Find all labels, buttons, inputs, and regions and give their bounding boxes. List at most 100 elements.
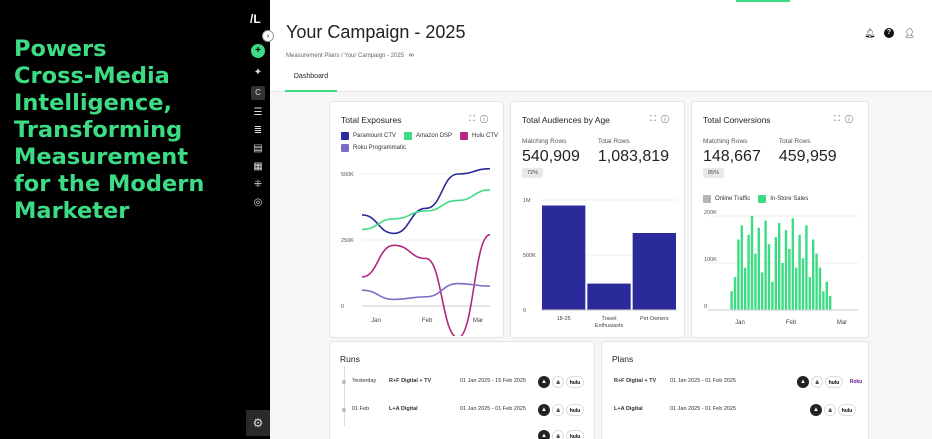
bar: [767, 244, 771, 310]
x-tick-label: Jan: [371, 318, 381, 324]
exposures-card: Total Exposures ⛶ⓘ Paramount CTV Amazon …: [329, 101, 504, 338]
legend-swatch: [460, 132, 469, 140]
breadcrumb-parent[interactable]: Measurement Plans: [286, 53, 340, 59]
bar: [632, 233, 676, 310]
breadcrumb: Measurement Plans / Your Campaign - 2025…: [286, 52, 414, 59]
amazon-logo-icon: a: [811, 376, 823, 388]
x-tick-label: Pet Owners: [640, 316, 669, 322]
roku-logo-icon: Roku: [845, 376, 867, 388]
sparkle-icon[interactable]: ✦: [253, 67, 263, 78]
breadcrumb-separator: /: [341, 53, 343, 59]
nodes-icon[interactable]: ⁜: [253, 179, 263, 190]
amazon-logo-icon: a: [824, 404, 836, 416]
metric-matching: Matching Rows 148,667: [703, 138, 761, 166]
conversions-card: Total Conversions ⛶ⓘ Matching Rows 148,66…: [691, 101, 869, 338]
top-accent-bar: [736, 0, 790, 2]
legend-swatch: [341, 144, 349, 152]
stack-icon[interactable]: ≣: [253, 125, 263, 136]
plan-row[interactable]: R+F Digital + TV 01 Jan 2025 - 01 Feb 20…: [614, 376, 867, 390]
hero-line: Powers: [14, 36, 107, 62]
help-icon[interactable]: ?: [884, 28, 894, 38]
bar: [788, 248, 791, 310]
legend-item[interactable]: Online Traffic: [703, 195, 750, 203]
run-row[interactable]: ▲ a hulu: [342, 430, 592, 439]
legend-label: Online Traffic: [715, 196, 751, 202]
plus-icon[interactable]: +: [251, 44, 265, 58]
plan-row[interactable]: L+A Digital 01 Jan 2025 - 01 Feb 2025 ▲ …: [614, 404, 864, 418]
collapse-sidebar-button[interactable]: ›: [262, 30, 274, 42]
target-icon[interactable]: ◎: [253, 197, 263, 208]
metric-value: 1,083,819: [597, 148, 670, 165]
expand-icon[interactable]: ⛶: [834, 114, 845, 123]
x-tick-label: Jan: [735, 320, 745, 326]
document-icon[interactable]: ▤: [253, 143, 263, 154]
runs-card: Runs Yesterday R+F Digital + TV 01 Jan 2…: [329, 341, 595, 439]
bell-icon[interactable]: 🔔︎: [864, 28, 876, 38]
x-tick-label: Mar: [473, 318, 483, 324]
percent-badge: 85%: [703, 168, 725, 178]
bar: [818, 267, 822, 310]
info-icon[interactable]: ⓘ: [479, 114, 493, 123]
card-title: Total Audiences by Age: [522, 115, 610, 125]
bar: [808, 277, 811, 310]
bar: [757, 227, 760, 310]
legend-item[interactable]: Paramount CTV: [341, 132, 396, 140]
list-icon[interactable]: ☰: [253, 107, 263, 118]
header-actions: 🔔︎ ? 👤︎: [864, 28, 916, 38]
bar: [764, 220, 767, 310]
timeline-dot: [342, 408, 346, 412]
run-row[interactable]: 01 Feb L+A Digital 01 Jan 2025 - 01 Feb …: [342, 404, 592, 418]
bar: [825, 281, 828, 310]
user-icon[interactable]: 👤︎: [904, 28, 916, 38]
hulu-logo-icon: hulu: [566, 404, 584, 416]
legend-item[interactable]: Roku Programmatic: [341, 144, 406, 152]
brand-logo[interactable]: /L: [250, 12, 261, 26]
legend-item[interactable]: Hulu CTV: [460, 132, 498, 140]
bar: [542, 205, 586, 310]
run-channel-logos: ▲ a hulu: [538, 376, 584, 388]
y-tick-label: 0: [523, 308, 526, 314]
expand-icon[interactable]: ⛶: [650, 114, 661, 123]
legend-item[interactable]: Amazon DSP: [404, 132, 452, 140]
run-name: L+A Digital: [389, 406, 418, 412]
bar: [744, 267, 747, 310]
info-icon[interactable]: ⓘ: [660, 114, 674, 123]
bar: [771, 281, 774, 310]
paramount-logo-icon: ▲: [538, 404, 550, 416]
nav-rail: /L + ✦ C ☰ ≣ ▤ ▦ ⁜ ◎ ⚙: [246, 0, 270, 439]
legend-swatch: [341, 132, 349, 140]
bar: [801, 258, 805, 310]
metric-label: Total Rows: [597, 138, 630, 145]
expand-icon[interactable]: ⛶: [469, 114, 480, 123]
amazon-logo-icon: a: [552, 376, 564, 388]
grid-icon[interactable]: ▦: [253, 161, 263, 172]
c-icon[interactable]: C: [251, 86, 265, 100]
metric-value: 148,667: [703, 148, 761, 165]
legend-label: Amazon DSP: [416, 133, 453, 139]
card-title: Total Exposures: [341, 115, 402, 125]
bar: [587, 283, 631, 310]
legend-item[interactable]: In-Store Sales: [758, 195, 808, 203]
bar: [781, 263, 784, 310]
plan-name: R+F Digital + TV: [614, 378, 657, 384]
series-line: [361, 189, 491, 231]
link-icon[interactable]: ∞: [408, 52, 414, 59]
run-row[interactable]: Yesterday R+F Digital + TV 01 Jan 2025 -…: [342, 376, 592, 390]
metric-matching: Matching Rows 540,909: [522, 138, 580, 166]
gear-icon[interactable]: ⚙: [246, 410, 270, 436]
tab-dashboard[interactable]: Dashboard: [285, 66, 337, 92]
metrics: Matching Rows 540,909 Total Rows 1,083,819: [522, 138, 669, 166]
bar: [795, 267, 798, 310]
card-actions: ⛶ⓘ: [469, 114, 493, 124]
exposures-chart: 500K 250K 0 Jan Feb Mar: [341, 167, 491, 336]
x-tick-label: Mar: [837, 320, 847, 326]
metric-total: Total Rows 1,083,819: [598, 138, 669, 166]
bar: [791, 218, 794, 310]
legend-label: Roku Programmatic: [353, 145, 407, 151]
series-line: [361, 233, 491, 336]
info-icon[interactable]: ⓘ: [844, 114, 858, 123]
x-tick-label: 18-25: [557, 316, 571, 322]
x-tick-label: Feb: [422, 318, 433, 324]
legend-swatch: [404, 132, 413, 140]
paramount-logo-icon: ▲: [538, 430, 550, 439]
